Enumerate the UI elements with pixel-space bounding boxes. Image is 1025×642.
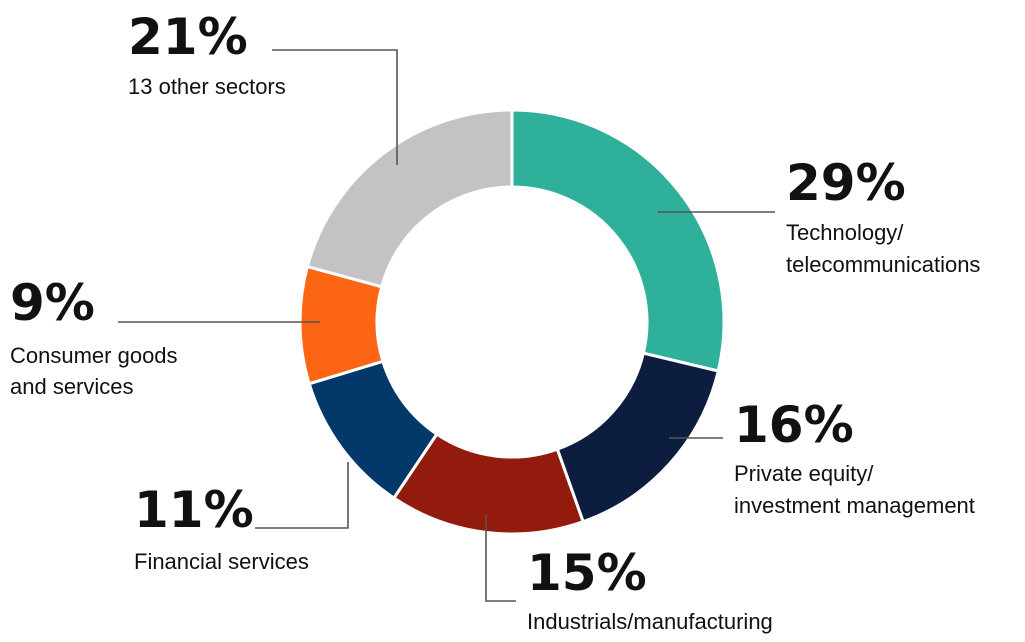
leader-line-other: [272, 49, 398, 165]
category-label-pe-line1: Private equity/: [734, 461, 874, 486]
slice-label-other: 21% 13 other sectors: [128, 8, 286, 99]
donut-slices: [298, 108, 726, 536]
slice-other: [305, 108, 514, 289]
value-label-other: 21%: [128, 8, 248, 66]
value-label-tech: 29%: [786, 154, 906, 212]
leader-line-fin: [255, 462, 349, 529]
leader-lines: [118, 49, 775, 602]
value-label-pe: 16%: [734, 396, 854, 454]
slice-label-ind: 15% Industrials/manufacturing: [527, 544, 773, 634]
slice-label-cons: 9% Consumer goods and services: [10, 274, 178, 399]
slice-label-fin: 11% Financial services: [134, 481, 309, 574]
value-label-cons: 9%: [10, 274, 95, 332]
value-label-fin: 11%: [134, 481, 254, 539]
category-label-tech-line2: telecommunications: [786, 252, 980, 277]
category-label-other-line1: 13 other sectors: [128, 74, 286, 99]
slice-label-pe: 16% Private equity/ investment managemen…: [734, 396, 975, 518]
category-label-fin-line1: Financial services: [134, 549, 309, 574]
category-label-cons-line2: and services: [10, 374, 134, 399]
slice-tech: [510, 108, 726, 373]
category-label-cons-line1: Consumer goods: [10, 343, 178, 368]
value-label-ind: 15%: [527, 544, 647, 602]
category-label-ind-line1: Industrials/manufacturing: [527, 609, 773, 634]
category-label-tech-line1: Technology/: [786, 220, 904, 245]
leader-line-ind: [485, 515, 516, 602]
category-label-pe-line2: investment management: [734, 493, 975, 518]
slice-label-tech: 29% Technology/ telecommunications: [786, 154, 980, 277]
